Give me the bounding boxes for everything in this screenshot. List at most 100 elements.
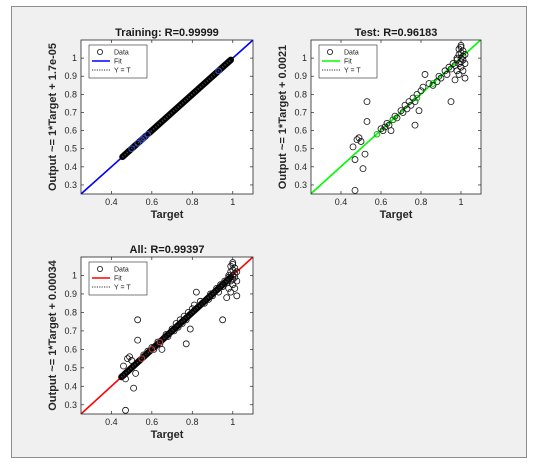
x-tick-label: 0.4 (105, 197, 118, 207)
plot-area (81, 40, 253, 194)
y-tick-label: 0.7 (294, 107, 307, 117)
data-point (150, 345, 158, 353)
data-point (457, 63, 465, 71)
data-point (419, 83, 427, 91)
fit-point (429, 80, 437, 87)
data-point (124, 355, 131, 362)
data-point (122, 406, 129, 414)
chart-title: Test: R=0.96183 (355, 27, 438, 39)
data-point (435, 72, 443, 80)
x-tick-label: 1 (230, 417, 235, 427)
data-point (140, 351, 148, 359)
y-tick-label: 0.7 (64, 326, 77, 336)
y-tick-label: 0.7 (64, 107, 77, 117)
data-point (178, 320, 186, 327)
data-point (417, 87, 425, 95)
data-point (445, 63, 453, 71)
data-point (122, 375, 129, 383)
legend: Data Fit Y = T (88, 261, 148, 296)
data-point (351, 186, 359, 194)
data-point (160, 334, 168, 342)
data-point (457, 49, 465, 57)
data-point (229, 281, 237, 289)
legend-label-data: Data (114, 267, 129, 274)
data-point (377, 125, 385, 133)
data-point (363, 118, 371, 125)
data-point (349, 143, 357, 151)
x-axis-label: Target (151, 429, 184, 441)
y-axis-label: Output ~= 1*Target + 0.00034 (47, 259, 59, 410)
legend-label-fit: Fit (344, 59, 352, 66)
data-point (383, 119, 391, 127)
data-point (174, 323, 182, 331)
y-tick-label: 1 (72, 53, 77, 63)
data-point (120, 362, 127, 370)
data-point (233, 292, 241, 300)
x-tick-label: 0.8 (415, 197, 428, 207)
legend: Data Fit Y = T (318, 44, 378, 79)
y-tick-label: 0.3 (64, 180, 77, 190)
data-point (164, 333, 172, 340)
y-tick-label: 0.4 (294, 162, 307, 172)
data-point (170, 327, 178, 335)
data-point (182, 340, 190, 348)
data-point (387, 127, 395, 134)
data-point (429, 81, 437, 89)
data-point (411, 98, 419, 105)
legend-marker-data (97, 265, 104, 272)
data-point (227, 262, 235, 270)
legend-label-data: Data (344, 50, 359, 57)
data-point (397, 107, 405, 115)
x-tick-label: 0.4 (335, 197, 348, 207)
data-point (421, 71, 429, 78)
y-axis-label: Output ~= 1*Target + 1.7e-05 (47, 43, 59, 191)
data-point (229, 260, 237, 268)
y-tick-label: 1 (72, 270, 77, 280)
data-point (229, 272, 237, 279)
data-point (186, 325, 194, 333)
legend-label-fit: Fit (114, 276, 122, 283)
data-point (461, 51, 469, 58)
fit-line (311, 40, 481, 194)
legend-label-fit: Fit (114, 59, 122, 66)
data-point (223, 294, 231, 302)
x-tick-label: 0.8 (186, 197, 199, 207)
legend: Data Fit Y = T (88, 44, 148, 79)
data-point (399, 109, 407, 116)
data-point (188, 305, 196, 313)
x-tick-label: 0.6 (146, 417, 159, 427)
dense-data-texture (148, 59, 232, 135)
chart-title: Training: R=0.99999 (115, 27, 219, 39)
data-point (134, 336, 142, 344)
legend-label-identity: Y = T (114, 285, 131, 292)
y-tick-label: 0.8 (294, 89, 307, 99)
x-tick-label: 1 (230, 197, 235, 207)
data-point (457, 43, 465, 51)
data-point (381, 123, 389, 131)
data-point (231, 284, 239, 292)
data-point (184, 309, 192, 316)
data-point (192, 288, 200, 296)
axes-box (310, 39, 482, 195)
data-point (190, 301, 198, 309)
plot-area (311, 40, 481, 194)
data-point (215, 288, 223, 296)
y-tick-label: 0.4 (64, 381, 77, 391)
axes-box (80, 256, 254, 415)
data-point (451, 76, 459, 84)
data-point (461, 60, 469, 67)
legend-marker-data (326, 49, 333, 56)
data-point (229, 266, 237, 274)
legend-label-identity: Y = T (114, 68, 131, 75)
data-point (393, 114, 401, 122)
x-tick-label: 0.6 (375, 197, 388, 207)
data-point (353, 136, 361, 144)
data-point (425, 80, 433, 87)
data-point (413, 90, 421, 98)
fit-point (373, 130, 381, 138)
data-point (441, 67, 449, 75)
data-point (447, 98, 455, 105)
legend-marker-data (97, 49, 104, 56)
data-point (457, 54, 465, 62)
